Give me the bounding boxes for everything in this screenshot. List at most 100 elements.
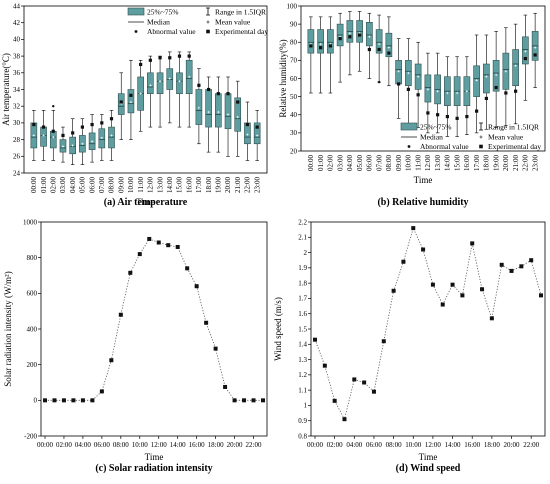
x-tick-label: 14:00 bbox=[445, 441, 461, 449]
y-tick-label: 2.1 bbox=[298, 234, 307, 242]
y-axis-title: Wind speed (m/s) bbox=[273, 297, 283, 361]
x-tick-label: 09:00 bbox=[395, 155, 403, 171]
data-point bbox=[261, 398, 265, 403]
data-point bbox=[381, 339, 386, 344]
data-point bbox=[421, 247, 426, 252]
panel-caption: (c) Solar radiation intensity bbox=[95, 463, 212, 474]
x-tick-label: 23:00 bbox=[531, 155, 539, 171]
x-tick-label: 08:00 bbox=[113, 441, 129, 449]
x-tick-label: 23:00 bbox=[253, 177, 261, 193]
experimental-point bbox=[236, 100, 240, 104]
experimental-point bbox=[51, 129, 55, 133]
experimental-point bbox=[71, 131, 75, 135]
y-tick-label: 2 bbox=[304, 249, 308, 257]
y-tick-label: 70 bbox=[290, 57, 298, 65]
experimental-point bbox=[426, 111, 430, 115]
mean-marker bbox=[168, 77, 171, 80]
y-tick-label: 1.4 bbox=[298, 341, 307, 349]
panel-air-temperature: 24 26 28 30 32 34 36 38 40 42 44 00:00 01:00 02:00 03:… bbox=[1, 2, 268, 208]
x-tick-label: 11:00 bbox=[137, 177, 145, 193]
y-tick-label: -200 bbox=[24, 432, 37, 440]
iqr-box bbox=[108, 126, 115, 149]
data-point bbox=[489, 316, 494, 321]
iqr-box bbox=[147, 72, 154, 94]
experimental-point bbox=[245, 122, 250, 127]
x-tick-label: 21:00 bbox=[234, 177, 242, 193]
data-point bbox=[232, 398, 237, 403]
experimental-point bbox=[90, 122, 94, 127]
legend-swatch-mean bbox=[206, 20, 210, 24]
experimental-point bbox=[436, 113, 440, 117]
mean-marker bbox=[100, 136, 104, 140]
experimental-point bbox=[139, 62, 143, 67]
mean-marker bbox=[524, 50, 527, 53]
x-tick-label: 16:00 bbox=[464, 441, 480, 449]
data-point bbox=[480, 287, 485, 292]
panel-caption: (b) Relative humidity bbox=[377, 197, 468, 208]
data-point bbox=[90, 398, 95, 403]
iqr-box bbox=[244, 122, 251, 145]
x-tick-label: 20:00 bbox=[224, 177, 232, 193]
data-point bbox=[99, 389, 104, 394]
iqr-box bbox=[224, 93, 232, 130]
x-tick-label: 04:00 bbox=[346, 155, 354, 171]
data-point bbox=[52, 398, 57, 403]
data-point bbox=[109, 358, 114, 363]
experimental-point bbox=[475, 109, 479, 113]
y-tick-label: 32 bbox=[13, 103, 21, 111]
y-tick-label: 2.2 bbox=[298, 218, 307, 226]
x-tick-label: 19:00 bbox=[492, 155, 500, 171]
legend-swatch-range bbox=[206, 7, 210, 16]
x-tick-label: 22:00 bbox=[244, 177, 252, 193]
experimental-point bbox=[494, 85, 498, 90]
experimental-point bbox=[387, 51, 391, 55]
plot-frame bbox=[310, 221, 546, 437]
y-tick-label: 800 bbox=[27, 254, 38, 262]
y-tick-label: 26 bbox=[13, 153, 21, 161]
iqr-box bbox=[40, 126, 47, 147]
x-tick-label: 22:00 bbox=[522, 155, 530, 171]
mean-marker bbox=[494, 73, 498, 77]
y-tick-label: 0.9 bbox=[298, 417, 307, 425]
y-tick-label: 44 bbox=[13, 2, 21, 10]
x-tick-label: 04:00 bbox=[346, 441, 362, 449]
x-tick-label: 02:00 bbox=[56, 441, 72, 449]
experimental-point bbox=[348, 35, 352, 39]
x-tick-label: 08:00 bbox=[108, 177, 116, 193]
data-point bbox=[411, 226, 416, 231]
mean-marker bbox=[139, 92, 142, 95]
experimental-point bbox=[177, 54, 182, 58]
legend-label-median: Median bbox=[147, 18, 170, 27]
iqr-box bbox=[317, 29, 324, 54]
panel-wind-speed: 0.8 0.9 1 1.1 1.2 1.3 1.4 1.5 1.6 1.7 1.8 1.9 2 2.1 2.… bbox=[273, 218, 546, 474]
x-tick-label: 08:00 bbox=[386, 441, 402, 449]
data-point bbox=[242, 398, 247, 403]
x-axis-title: Time bbox=[136, 197, 155, 207]
iqr-box bbox=[307, 29, 315, 54]
y-tick-label: 600 bbox=[27, 290, 38, 298]
x-tick-label: 00:00 bbox=[30, 177, 38, 193]
x-axis-title: Time bbox=[414, 175, 433, 185]
experimental-point bbox=[445, 114, 449, 119]
mean-marker bbox=[52, 135, 55, 139]
mean-marker bbox=[416, 75, 420, 78]
legend-swatch-experimental bbox=[479, 144, 483, 149]
experimental-point bbox=[533, 53, 537, 57]
experimental-point bbox=[484, 96, 488, 101]
legend-label-median: Median bbox=[420, 133, 443, 142]
y-tick-label: 1.8 bbox=[298, 279, 307, 287]
iqr-box bbox=[49, 130, 57, 149]
experimental-point bbox=[187, 54, 191, 58]
x-tick-label: 16:00 bbox=[463, 155, 471, 171]
data-point bbox=[185, 266, 190, 271]
y-tick-label: 1.6 bbox=[298, 310, 307, 318]
legend-swatch-abnormal bbox=[407, 145, 411, 148]
mean-marker bbox=[465, 89, 469, 93]
x-tick-label: 06:00 bbox=[94, 441, 110, 449]
x-tick-label: 13:00 bbox=[434, 155, 442, 171]
data-point bbox=[499, 262, 504, 267]
experimental-point bbox=[523, 56, 527, 61]
y-tick-label: 1000 bbox=[23, 218, 38, 226]
data-point bbox=[43, 398, 47, 403]
